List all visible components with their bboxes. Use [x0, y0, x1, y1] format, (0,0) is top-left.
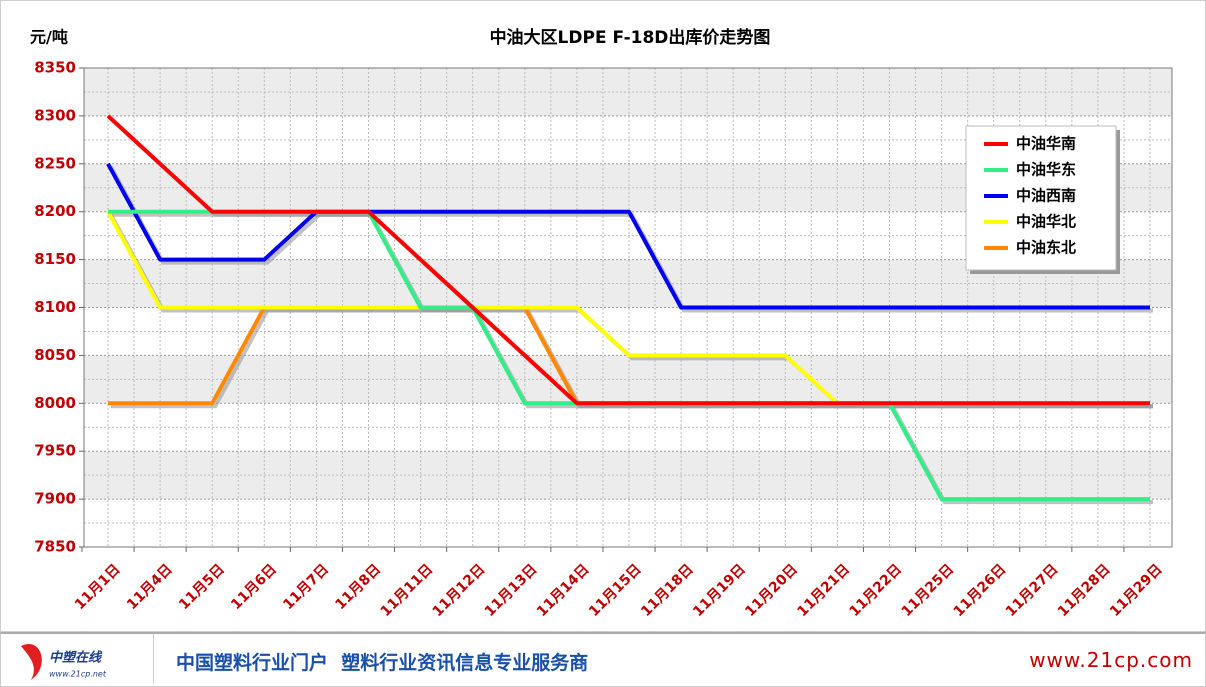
y-tick-label: 8000: [34, 394, 76, 412]
y-tick-label: 8300: [34, 106, 76, 124]
y-tick-label: 8350: [34, 59, 76, 77]
series-line: [106, 114, 1150, 406]
chart: 中油大区LDPE F-18D出库价走势图 元/吨 7850 7900 7950 800…: [0, 0, 1206, 632]
footer: 中塑在线 www.21cp.net 中国塑料行业门户 塑料行业资讯信息专业服务商…: [0, 632, 1206, 687]
logo-url: www.21cp.net: [49, 670, 107, 679]
y-tick-label: 8200: [34, 202, 76, 220]
y-tick-label: 7950: [34, 442, 76, 460]
y-tick-label: 7900: [34, 490, 76, 508]
legend-label: 中油西南: [1016, 187, 1076, 205]
y-tick-label: 8100: [34, 298, 76, 316]
legend-label: 中油华北: [1016, 213, 1076, 231]
divider: [153, 634, 154, 684]
chart-title: 中油大区LDPE F-18D出库价走势图: [490, 27, 771, 48]
plot-border: [83, 67, 1173, 548]
logo-icon: [21, 643, 42, 680]
line-shadow: [109, 117, 1153, 409]
y-axis-label: 元/吨: [30, 28, 68, 47]
logo-text: 中塑在线: [49, 650, 103, 666]
series-line: [106, 162, 1150, 310]
y-tick-label: 7850: [34, 538, 76, 556]
legend-label: 中油东北: [1016, 239, 1076, 257]
slogan: 中国塑料行业门户 塑料行业资讯信息专业服务商: [176, 652, 589, 674]
y-tick-label: 8250: [34, 154, 76, 172]
logo: 中塑在线 www.21cp.net: [21, 643, 107, 680]
legend-label: 中油华东: [1016, 161, 1076, 179]
legend-label: 中油华南: [1016, 135, 1076, 153]
site-url: www.21cp.com: [1029, 648, 1193, 672]
y-tick-label: 8050: [34, 346, 76, 364]
y-tick-label: 8150: [34, 250, 76, 268]
